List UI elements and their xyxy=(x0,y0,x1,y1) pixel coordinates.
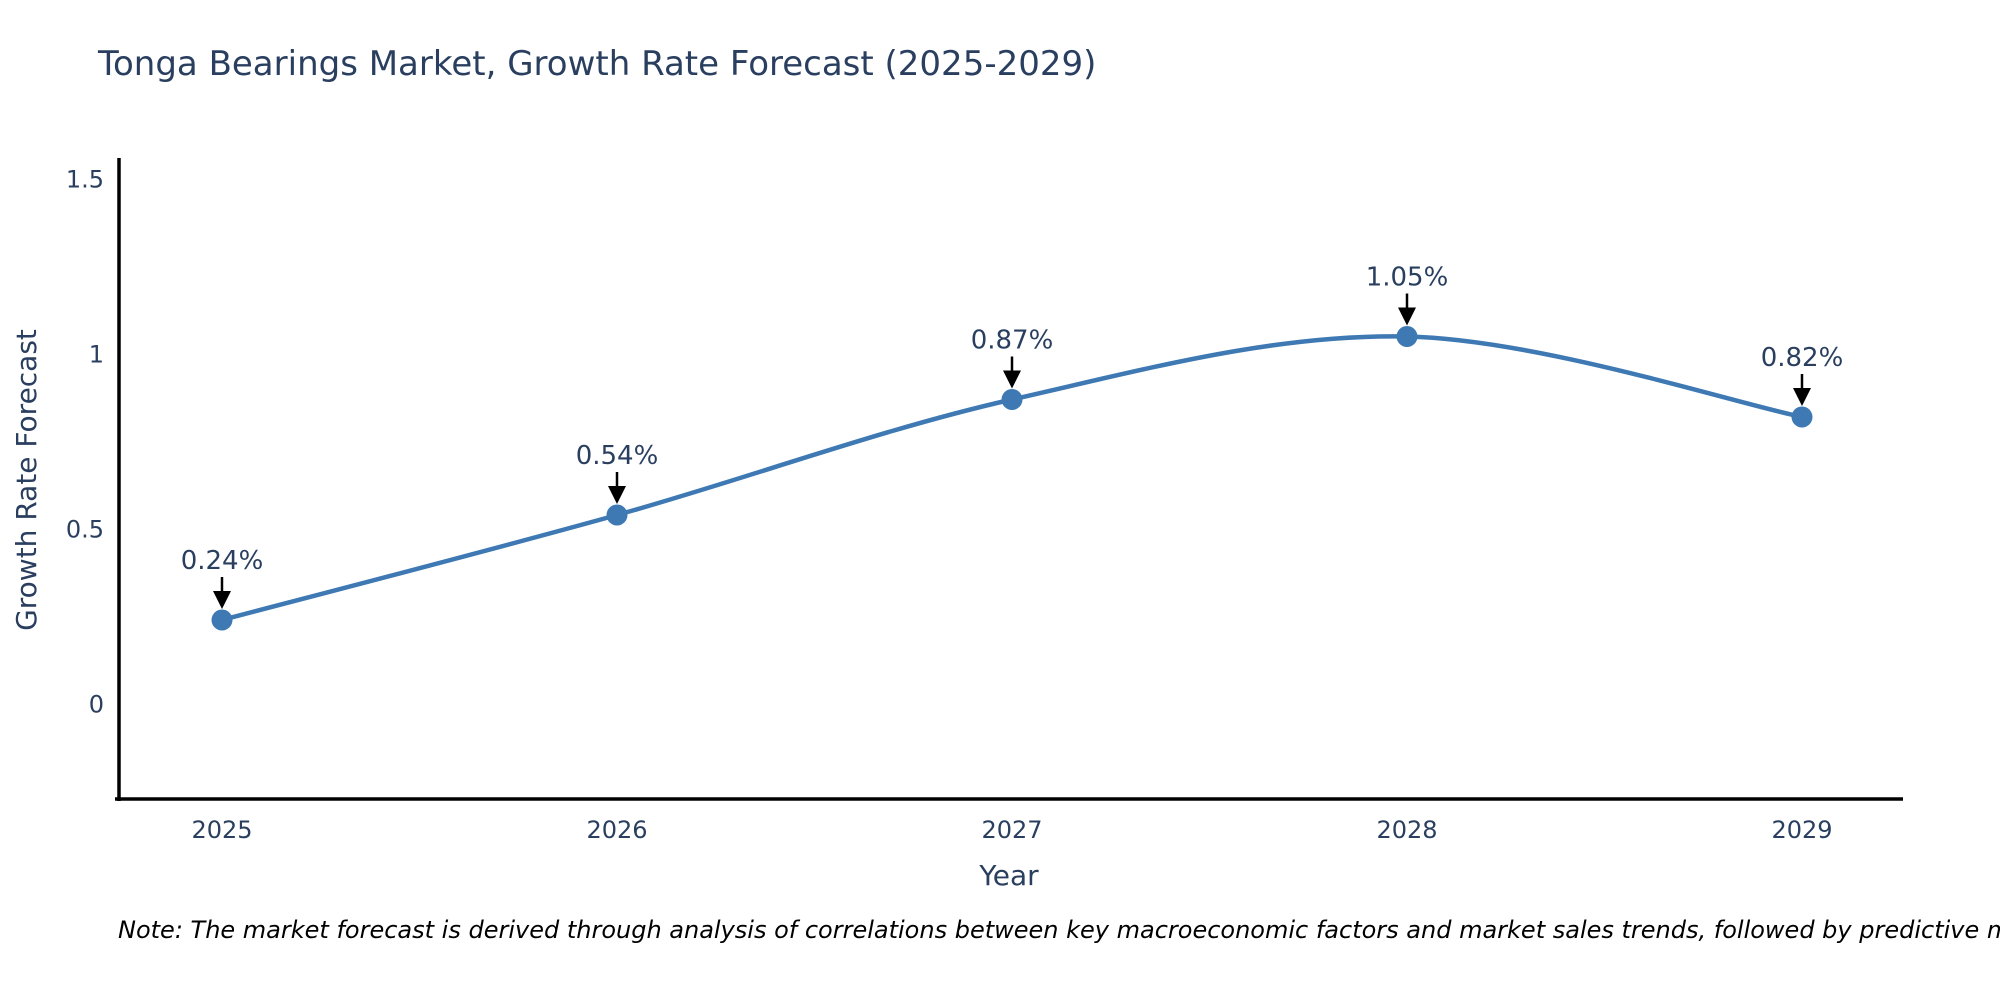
y-tick-label: 0.5 xyxy=(66,515,104,543)
x-tick-label: 2026 xyxy=(586,816,647,844)
data-point-marker xyxy=(606,504,628,526)
y-tick-label: 1 xyxy=(89,340,104,368)
y-tick-label: 1.5 xyxy=(66,165,104,193)
data-point-label: 0.82% xyxy=(1761,343,1844,373)
data-point-label: 0.87% xyxy=(971,326,1054,356)
annotation-arrowhead xyxy=(1398,307,1416,326)
data-point-label: 1.05% xyxy=(1366,263,1449,293)
chart-title: Tonga Bearings Market, Growth Rate Forec… xyxy=(98,44,1097,84)
y-tick-label: 0 xyxy=(89,690,104,718)
annotation-arrowhead xyxy=(1793,388,1811,406)
data-point-marker xyxy=(1791,406,1813,428)
data-point-marker xyxy=(211,609,233,631)
x-tick-label: 2025 xyxy=(191,816,252,844)
data-point-marker xyxy=(1396,326,1418,347)
x-tick-label: 2027 xyxy=(981,816,1042,844)
annotation-arrowhead xyxy=(608,486,626,504)
data-point-label: 0.54% xyxy=(576,441,659,471)
annotation-arrowhead xyxy=(1003,370,1021,389)
annotation-arrowhead xyxy=(213,591,231,609)
x-tick-label: 2028 xyxy=(1376,816,1437,844)
data-point-marker xyxy=(1001,389,1023,410)
x-axis-title: Year xyxy=(978,859,1039,892)
y-axis-title: Growth Rate Forecast xyxy=(10,329,43,631)
footnote: Note: The market forecast is derived thr… xyxy=(118,916,2000,944)
data-point-label: 0.24% xyxy=(181,546,264,576)
x-tick-label: 2029 xyxy=(1771,816,1832,844)
